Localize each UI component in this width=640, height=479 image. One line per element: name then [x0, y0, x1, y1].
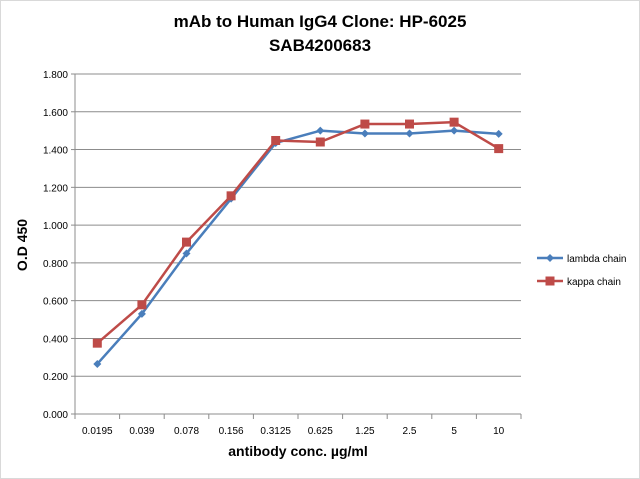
kappa-chain-point	[137, 300, 147, 310]
y-tick-label: 1.200	[43, 183, 68, 194]
lambda-chain-line	[96, 129, 499, 365]
y-tick-label: 1.800	[43, 70, 68, 81]
x-tick-label: 0.0195	[82, 426, 113, 437]
lambda-chain-point	[93, 359, 102, 368]
y-tick-label: 0.800	[43, 259, 68, 270]
y-tick-label: 1.000	[43, 221, 68, 232]
lambda-chain-point	[316, 126, 325, 135]
lambda-chain-point	[360, 129, 369, 138]
tick-labels: 0.000 0.200 0.400 0.600 0.800 1.000 1.200 1.400…	[43, 70, 505, 437]
kappa-chain-point	[449, 117, 459, 127]
y-tick-label: 0.200	[43, 372, 68, 383]
kappa-chain-point	[92, 338, 102, 348]
chart-title: mAb to Human IgG4 Clone: HP-6025	[173, 12, 467, 31]
kappa-chain-point	[405, 119, 414, 129]
series-group	[92, 117, 504, 368]
lambda-chain-point	[450, 126, 459, 135]
kappa-chain-point	[226, 191, 236, 201]
x-tick-label: 0.625	[308, 426, 333, 437]
legend: lambda chain kappa chain	[537, 254, 626, 288]
y-tick-label: 0.400	[43, 334, 68, 345]
x-tick-label: 0.039	[129, 426, 154, 437]
kappa-chain-point	[360, 119, 370, 129]
lambda-chain-point	[182, 249, 191, 258]
x-tick-label: 0.156	[219, 426, 244, 437]
lambda-chain-point	[405, 129, 414, 138]
legend-kappa-chain-label: kappa chain	[567, 277, 621, 288]
x-axis-label: antibody conc. µg/ml	[228, 443, 368, 459]
y-tick-label: 1.600	[43, 108, 68, 119]
x-tick-label: 1.25	[355, 426, 375, 437]
y-tick-label: 0.000	[43, 410, 68, 421]
x-tick-label: 5	[451, 426, 457, 437]
kappa-chain-point	[182, 237, 191, 247]
axes	[71, 73, 522, 419]
y-tick-label: 1.400	[43, 146, 68, 157]
x-tick-label: 0.3125	[260, 426, 291, 437]
kappa-chain-point	[271, 135, 281, 145]
x-tick-label: 2.5	[403, 426, 417, 437]
gridlines	[75, 73, 521, 377]
kappa-chain-point	[494, 144, 504, 154]
legend-lambda-chain-marker	[546, 254, 554, 262]
chart-subtitle: SAB4200683	[268, 36, 372, 55]
x-tick-label: 10	[493, 426, 505, 437]
legend-lambda-chain-label: lambda chain	[567, 254, 626, 265]
kappa-chain-point	[315, 137, 325, 147]
lambda-chain-point	[137, 309, 146, 318]
kappa-chain-line	[96, 120, 500, 345]
y-tick-label: 0.600	[43, 297, 68, 308]
lambda-chain-point	[494, 129, 503, 138]
x-tick-label: 0.078	[174, 426, 199, 437]
legend-kappa-chain-marker	[545, 276, 555, 286]
